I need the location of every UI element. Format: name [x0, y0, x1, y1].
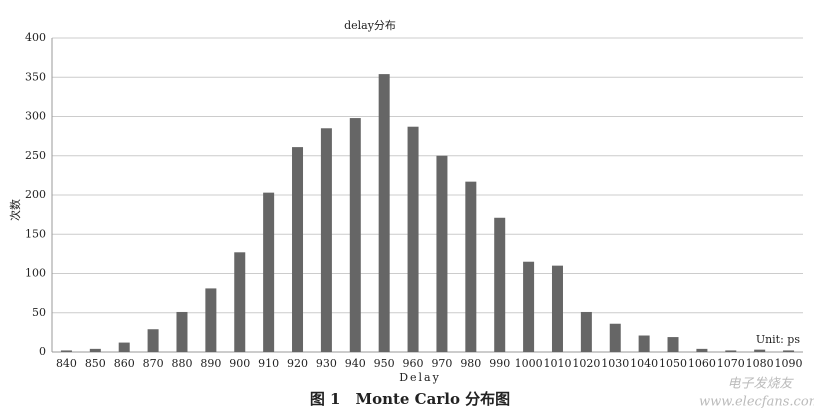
- y-tick-label: 350: [25, 70, 46, 83]
- bar: [551, 265, 563, 352]
- bar: [696, 348, 708, 352]
- x-tick-label: 940: [345, 357, 366, 370]
- x-tick-label: 1030: [601, 357, 629, 370]
- y-tick-label: 400: [25, 31, 46, 44]
- bar: [465, 181, 477, 352]
- bar: [725, 350, 737, 352]
- figure-caption: 图 1 Monte Carlo 分布图: [310, 390, 510, 408]
- bar: [263, 192, 275, 352]
- y-axis-label: 次数: [8, 199, 22, 221]
- bar: [89, 348, 101, 352]
- x-tick-label: 1040: [630, 357, 658, 370]
- x-tick-label: 1060: [688, 357, 716, 370]
- x-tick-label: 870: [143, 357, 164, 370]
- x-tick-label: 970: [431, 357, 452, 370]
- bar: [292, 147, 304, 352]
- bar: [667, 337, 679, 352]
- unit-annotation: Unit: ps: [756, 333, 801, 346]
- bar: [783, 350, 795, 352]
- bar: [436, 155, 448, 352]
- x-tick-label: 980: [460, 357, 481, 370]
- bar: [407, 126, 419, 352]
- watermark: 电子发烧友: [727, 377, 794, 392]
- bar: [147, 329, 159, 352]
- x-tick-label: 1020: [572, 357, 600, 370]
- bar: [523, 261, 535, 352]
- bar: [349, 118, 361, 352]
- bar: [205, 288, 217, 352]
- bar: [609, 323, 621, 352]
- x-tick-label: 1090: [775, 357, 803, 370]
- bar: [754, 349, 766, 352]
- x-tick-label: 900: [229, 357, 250, 370]
- x-tick-label: 920: [287, 357, 308, 370]
- y-tick-label: 0: [39, 345, 46, 358]
- x-tick-label: 890: [200, 357, 221, 370]
- y-tick-label: 50: [32, 306, 46, 319]
- bar: [176, 311, 188, 352]
- x-tick-label: 1080: [746, 357, 774, 370]
- x-tick-label: 960: [403, 357, 424, 370]
- y-tick-label: 200: [25, 188, 46, 201]
- y-tick-label: 100: [25, 267, 46, 280]
- x-tick-label: 990: [489, 357, 510, 370]
- y-tick-label: 150: [25, 227, 46, 240]
- watermark: www.elecfans.com: [699, 395, 814, 410]
- x-axis-label: Delay: [399, 371, 441, 384]
- x-tick-label: 860: [114, 357, 135, 370]
- x-tick-label: 840: [56, 357, 77, 370]
- bar: [638, 335, 650, 352]
- x-tick-label: 910: [258, 357, 279, 370]
- bar: [118, 342, 130, 352]
- x-tick-label: 1050: [659, 357, 687, 370]
- bar: [320, 128, 332, 352]
- bar: [494, 217, 506, 352]
- x-tick-label: 850: [85, 357, 106, 370]
- x-tick-label: 930: [316, 357, 337, 370]
- bar: [580, 311, 592, 352]
- y-tick-label: 300: [25, 110, 46, 123]
- y-tick-label: 250: [25, 149, 46, 162]
- x-tick-label: 950: [374, 357, 395, 370]
- bar: [60, 350, 72, 352]
- x-tick-label: 880: [171, 357, 192, 370]
- x-tick-label: 1070: [717, 357, 745, 370]
- bar: [378, 74, 390, 353]
- chart-title: delay分布: [344, 19, 396, 32]
- bar: [234, 252, 246, 352]
- x-tick-label: 1010: [543, 357, 571, 370]
- x-tick-label: 1000: [515, 357, 543, 370]
